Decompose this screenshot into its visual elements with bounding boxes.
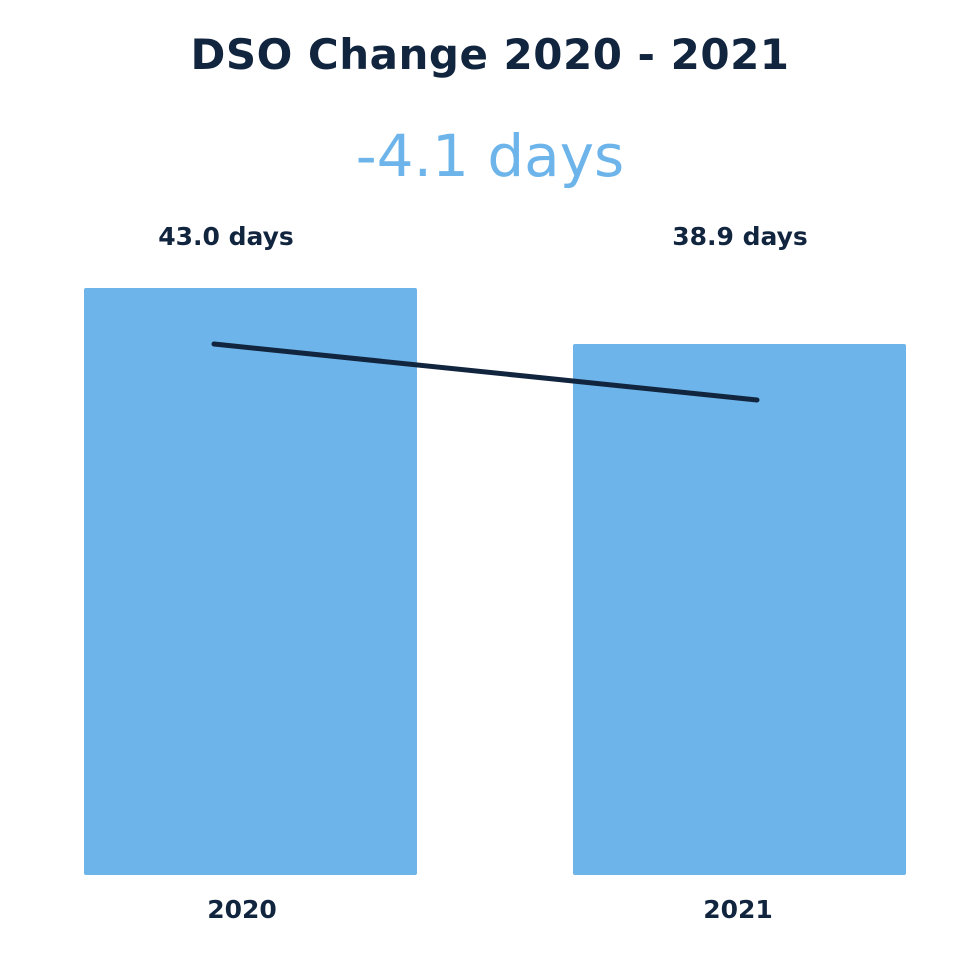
x-tick-label-2021: 2021 (703, 895, 773, 924)
chart-title: DSO Change 2020 - 2021 (190, 30, 790, 79)
bar-2021 (573, 343, 906, 876)
bar-2020 (84, 288, 417, 875)
data-label-2020: 43.0 days (158, 222, 294, 251)
x-tick-label-2020: 2020 (207, 895, 277, 924)
trend-line (211, 341, 760, 403)
chart-subtitle: -4.1 days (355, 122, 625, 190)
data-label-2021: 38.9 days (672, 222, 808, 251)
